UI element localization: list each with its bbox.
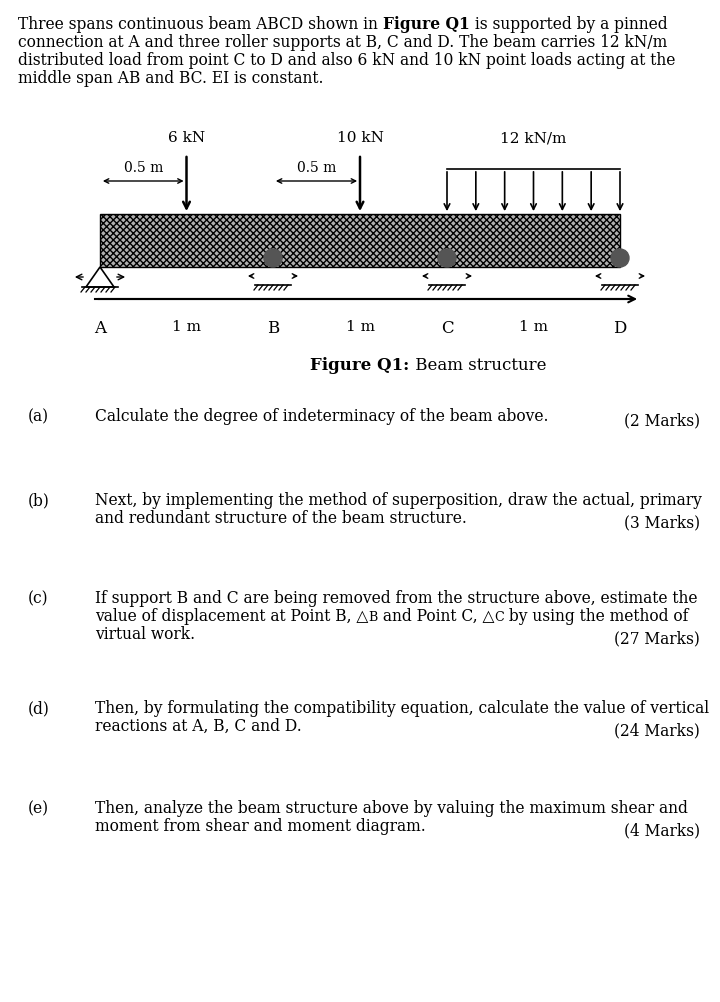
Text: distributed load from point C to D and also 6 kN and 10 kN point loads acting at: distributed load from point C to D and a…: [18, 52, 675, 69]
Text: (27 Marks): (27 Marks): [614, 629, 700, 646]
Circle shape: [611, 249, 629, 268]
Text: B: B: [267, 320, 279, 337]
Text: 1 m: 1 m: [346, 320, 374, 334]
Text: value of displacement at Point B, △: value of displacement at Point B, △: [95, 607, 368, 624]
Text: (3 Marks): (3 Marks): [624, 513, 700, 530]
Text: Figure Q1:: Figure Q1:: [310, 357, 410, 374]
Text: B: B: [368, 610, 377, 623]
Text: and redundant structure of the beam structure.: and redundant structure of the beam stru…: [95, 509, 467, 526]
Text: and Point C, △: and Point C, △: [377, 607, 494, 624]
Text: (24 Marks): (24 Marks): [614, 721, 700, 738]
Text: 0.5 m: 0.5 m: [124, 161, 163, 174]
Text: 6 kN: 6 kN: [168, 131, 205, 145]
Text: (d): (d): [28, 699, 50, 716]
Text: Beam structure: Beam structure: [410, 357, 546, 374]
Text: Then, analyze the beam structure above by valuing the maximum shear and: Then, analyze the beam structure above b…: [95, 800, 688, 817]
Text: Calculate the degree of indeterminacy of the beam above.: Calculate the degree of indeterminacy of…: [95, 408, 549, 425]
Circle shape: [438, 249, 456, 268]
Text: by using the method of: by using the method of: [503, 607, 688, 624]
Text: (4 Marks): (4 Marks): [624, 822, 700, 838]
Text: 1 m: 1 m: [519, 320, 548, 334]
Text: A: A: [94, 320, 106, 337]
Text: moment from shear and moment diagram.: moment from shear and moment diagram.: [95, 818, 426, 835]
Text: 0.5 m: 0.5 m: [297, 161, 336, 174]
Text: C: C: [494, 610, 503, 623]
Text: 1 m: 1 m: [172, 320, 201, 334]
Text: (c): (c): [28, 589, 49, 606]
Text: is supported by a pinned: is supported by a pinned: [469, 16, 667, 33]
Text: (e): (e): [28, 800, 49, 817]
Text: Then, by formulating the compatibility equation, calculate the value of vertical: Then, by formulating the compatibility e…: [95, 699, 709, 716]
Circle shape: [264, 249, 282, 268]
Text: Figure Q1: Figure Q1: [383, 16, 469, 33]
Text: 12 kN/m: 12 kN/m: [500, 131, 567, 145]
Text: (a): (a): [28, 408, 49, 425]
Text: connection at A and three roller supports at B, C and D. The beam carries 12 kN/: connection at A and three roller support…: [18, 34, 667, 51]
Text: If support B and C are being removed from the structure above, estimate the: If support B and C are being removed fro…: [95, 589, 698, 606]
Text: C: C: [441, 320, 454, 337]
Bar: [100, 214, 620, 268]
Text: D: D: [613, 320, 626, 337]
Text: (b): (b): [28, 492, 50, 508]
Text: 10 kN: 10 kN: [336, 131, 384, 145]
Text: Next, by implementing the method of superposition, draw the actual, primary: Next, by implementing the method of supe…: [95, 492, 702, 508]
Text: virtual work.: virtual work.: [95, 625, 195, 642]
Text: middle span AB and BC. EI is constant.: middle span AB and BC. EI is constant.: [18, 70, 323, 87]
Text: reactions at A, B, C and D.: reactions at A, B, C and D.: [95, 717, 302, 734]
Text: Three spans continuous beam ABCD shown in: Three spans continuous beam ABCD shown i…: [18, 16, 383, 33]
Text: (2 Marks): (2 Marks): [624, 412, 700, 429]
Polygon shape: [86, 268, 114, 288]
